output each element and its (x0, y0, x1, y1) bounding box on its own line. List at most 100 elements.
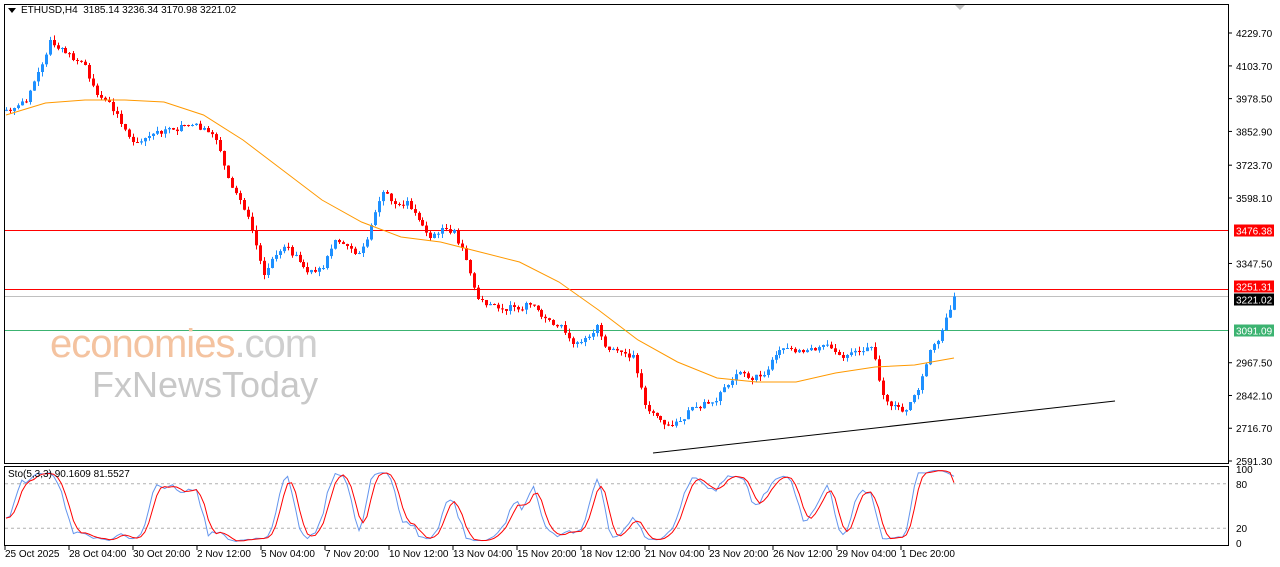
candle-body (112, 101, 115, 112)
candle (124, 123, 127, 132)
candle (612, 347, 615, 351)
candle (659, 415, 662, 423)
candle-body (477, 287, 480, 299)
candle (620, 350, 623, 356)
candle (80, 60, 83, 63)
candle (275, 250, 278, 262)
candle-body (425, 225, 428, 233)
candle-body (529, 303, 532, 305)
candle (231, 176, 234, 188)
candle-body (695, 406, 698, 408)
candle (652, 409, 655, 416)
candle-body (433, 233, 436, 238)
candle (878, 355, 881, 382)
candle (235, 185, 238, 195)
candle (743, 370, 746, 378)
candle-body (540, 310, 543, 317)
candle-body (576, 342, 579, 344)
candle-body (794, 348, 797, 353)
level-price-tag (1234, 280, 1274, 293)
candle-body (461, 243, 464, 249)
candle-body (846, 354, 849, 358)
candle-body (878, 359, 881, 381)
candle (636, 353, 639, 378)
candle (822, 344, 825, 350)
candle (592, 329, 595, 340)
candle-body (882, 380, 885, 395)
candle (866, 342, 869, 352)
candle-body (596, 325, 599, 334)
y-tick-label: 3852.90 (1236, 127, 1273, 138)
candle (132, 133, 135, 146)
candle-body (874, 346, 877, 360)
candle (838, 349, 841, 356)
candle (830, 341, 833, 349)
stoch-axis-label: 100 (1236, 465, 1253, 476)
candle-body (183, 125, 186, 127)
candle-body (648, 404, 651, 412)
stoch-signal-line (5, 470, 955, 542)
candle-body (318, 268, 321, 272)
candle (564, 321, 567, 335)
candle (628, 349, 631, 362)
candle-body (136, 142, 139, 144)
candle-body (917, 389, 920, 396)
candle-body (453, 229, 456, 233)
candle (469, 259, 472, 276)
candle (306, 262, 309, 275)
candle (493, 303, 496, 306)
candle-body (49, 40, 52, 55)
symbol-label: ETHUSD,H4 (21, 5, 78, 16)
candle (140, 138, 143, 145)
candle (798, 348, 801, 353)
candle-body (667, 424, 670, 426)
candle-body (394, 201, 397, 205)
shift-marker-icon (955, 5, 965, 10)
candle-body (481, 298, 484, 300)
candle-body (798, 350, 801, 353)
candle-body (441, 228, 444, 234)
candle-body (493, 304, 496, 306)
candle (187, 124, 190, 127)
candle (453, 228, 456, 234)
x-tick-label: 30 Oct 20:00 (133, 549, 191, 560)
candle (96, 83, 99, 98)
candle (310, 269, 313, 275)
candle-body (890, 401, 893, 407)
candle-body (727, 385, 730, 388)
candle-body (747, 373, 750, 378)
candle-body (755, 374, 758, 380)
candle-body (437, 233, 440, 235)
candle (497, 302, 500, 312)
candle (287, 242, 290, 251)
candle (537, 305, 540, 312)
candle-body (299, 254, 302, 262)
candle (199, 120, 202, 131)
candle-body (636, 354, 639, 374)
candle-body (263, 260, 266, 276)
candle-body (905, 410, 908, 412)
candle (251, 212, 254, 234)
candle-body (497, 304, 500, 309)
candle-body (108, 100, 111, 102)
candle-body (140, 141, 143, 143)
candle-body (886, 394, 889, 402)
candle-body (548, 318, 551, 320)
candle (723, 383, 726, 393)
candle-body (164, 129, 167, 134)
candle-body (227, 165, 230, 179)
dropdown-triangle-icon[interactable] (8, 7, 16, 13)
candle (84, 59, 87, 66)
candle (933, 342, 936, 353)
candle (330, 244, 333, 259)
candle-body (735, 374, 738, 381)
candle-body (275, 254, 278, 259)
x-tick-label: 28 Oct 04:00 (69, 549, 127, 560)
candle (778, 346, 781, 359)
candle-body (390, 193, 393, 202)
candle-body (346, 243, 349, 247)
candle-body (156, 130, 159, 134)
candle (858, 346, 861, 356)
candle-body (128, 129, 131, 137)
